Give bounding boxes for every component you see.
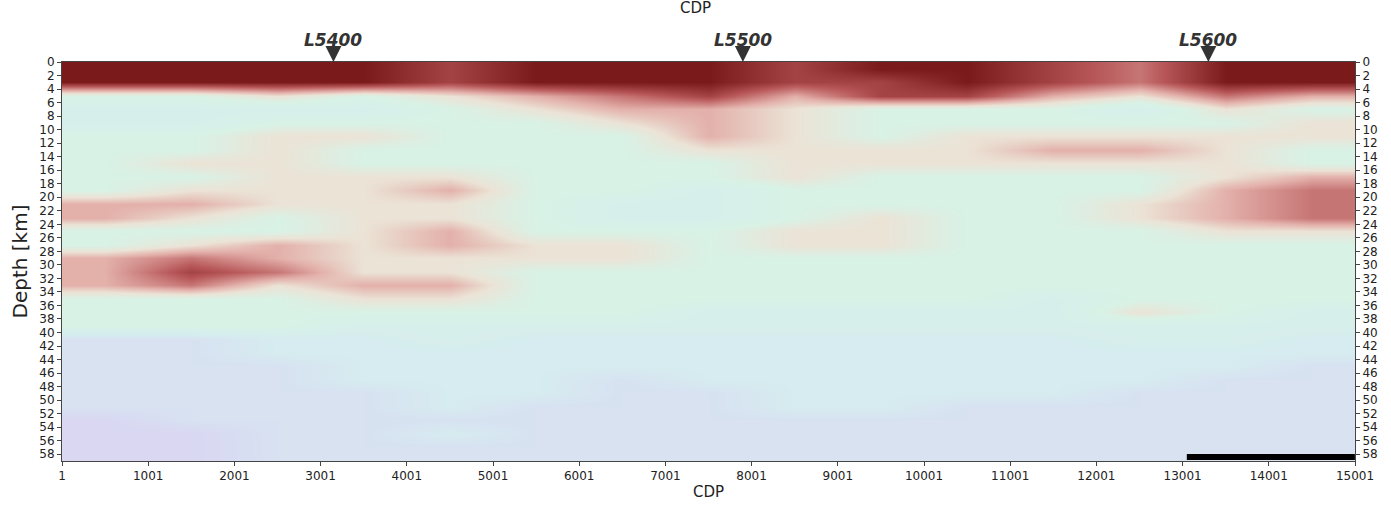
svg-text:9001: 9001 <box>823 469 854 483</box>
svg-text:14: 14 <box>1362 150 1377 164</box>
svg-text:54: 54 <box>1362 420 1377 434</box>
svg-text:56: 56 <box>1362 434 1377 448</box>
svg-text:36: 36 <box>39 299 54 313</box>
svg-text:11001: 11001 <box>991 469 1029 483</box>
svg-text:6: 6 <box>47 96 55 110</box>
svg-text:L5400: L5400 <box>304 30 362 50</box>
svg-text:1: 1 <box>58 469 66 483</box>
svg-text:12: 12 <box>39 136 54 150</box>
svg-text:18: 18 <box>39 177 54 191</box>
svg-text:6: 6 <box>1362 96 1370 110</box>
svg-text:0: 0 <box>1362 55 1370 69</box>
svg-text:20: 20 <box>39 190 54 204</box>
svg-text:28: 28 <box>1362 245 1377 259</box>
svg-text:40: 40 <box>39 326 54 340</box>
svg-text:14001: 14001 <box>1250 469 1288 483</box>
svg-text:56: 56 <box>39 434 54 448</box>
svg-text:40: 40 <box>1362 326 1377 340</box>
svg-text:58: 58 <box>39 447 54 461</box>
svg-text:24: 24 <box>1362 218 1377 232</box>
svg-text:10: 10 <box>39 123 54 137</box>
svg-text:42: 42 <box>1362 339 1377 353</box>
svg-text:10: 10 <box>1362 123 1377 137</box>
svg-text:26: 26 <box>39 231 54 245</box>
svg-text:38: 38 <box>1362 312 1377 326</box>
svg-text:10001: 10001 <box>905 469 943 483</box>
svg-text:20: 20 <box>1362 190 1377 204</box>
svg-text:Depth [km]: Depth [km] <box>8 205 32 319</box>
svg-text:1001: 1001 <box>133 469 164 483</box>
svg-text:8: 8 <box>1362 109 1370 123</box>
svg-text:44: 44 <box>39 353 54 367</box>
svg-text:28: 28 <box>39 245 54 259</box>
svg-text:5001: 5001 <box>478 469 509 483</box>
svg-text:2001: 2001 <box>219 469 250 483</box>
svg-text:CDP: CDP <box>693 483 724 501</box>
svg-text:24: 24 <box>39 218 54 232</box>
svg-text:L5500: L5500 <box>714 30 772 50</box>
svg-text:13001: 13001 <box>1164 469 1202 483</box>
svg-text:6001: 6001 <box>564 469 595 483</box>
svg-text:L5600: L5600 <box>1179 30 1237 50</box>
svg-text:50: 50 <box>1362 393 1377 407</box>
svg-text:52: 52 <box>39 407 54 421</box>
svg-text:16: 16 <box>1362 163 1377 177</box>
svg-text:12: 12 <box>1362 136 1377 150</box>
svg-text:30: 30 <box>1362 258 1377 272</box>
svg-text:14: 14 <box>39 150 54 164</box>
svg-text:0: 0 <box>47 55 55 69</box>
svg-text:2: 2 <box>1362 69 1370 83</box>
svg-text:16: 16 <box>39 163 54 177</box>
svg-text:48: 48 <box>1362 380 1377 394</box>
svg-text:4: 4 <box>1362 82 1370 96</box>
svg-text:12001: 12001 <box>1077 469 1115 483</box>
svg-text:26: 26 <box>1362 231 1377 245</box>
svg-text:3001: 3001 <box>305 469 336 483</box>
svg-text:32: 32 <box>39 272 54 286</box>
svg-text:46: 46 <box>39 366 54 380</box>
svg-text:46: 46 <box>1362 366 1377 380</box>
svg-text:22: 22 <box>39 204 54 218</box>
svg-text:52: 52 <box>1362 407 1377 421</box>
svg-text:50: 50 <box>39 393 54 407</box>
svg-text:32: 32 <box>1362 272 1377 286</box>
svg-text:CDP: CDP <box>680 0 711 17</box>
svg-text:18: 18 <box>1362 177 1377 191</box>
svg-text:34: 34 <box>1362 285 1377 299</box>
svg-text:22: 22 <box>1362 204 1377 218</box>
svg-text:4001: 4001 <box>392 469 423 483</box>
svg-text:54: 54 <box>39 420 54 434</box>
svg-text:38: 38 <box>39 312 54 326</box>
svg-text:34: 34 <box>39 285 54 299</box>
svg-text:8: 8 <box>47 109 55 123</box>
svg-text:58: 58 <box>1362 447 1377 461</box>
svg-text:48: 48 <box>39 380 54 394</box>
svg-text:8001: 8001 <box>736 469 767 483</box>
svg-text:7001: 7001 <box>650 469 681 483</box>
svg-text:36: 36 <box>1362 299 1377 313</box>
svg-text:44: 44 <box>1362 353 1377 367</box>
svg-text:15001: 15001 <box>1336 469 1374 483</box>
svg-text:4: 4 <box>47 82 55 96</box>
svg-text:30: 30 <box>39 258 54 272</box>
svg-text:42: 42 <box>39 339 54 353</box>
svg-text:2: 2 <box>47 69 55 83</box>
